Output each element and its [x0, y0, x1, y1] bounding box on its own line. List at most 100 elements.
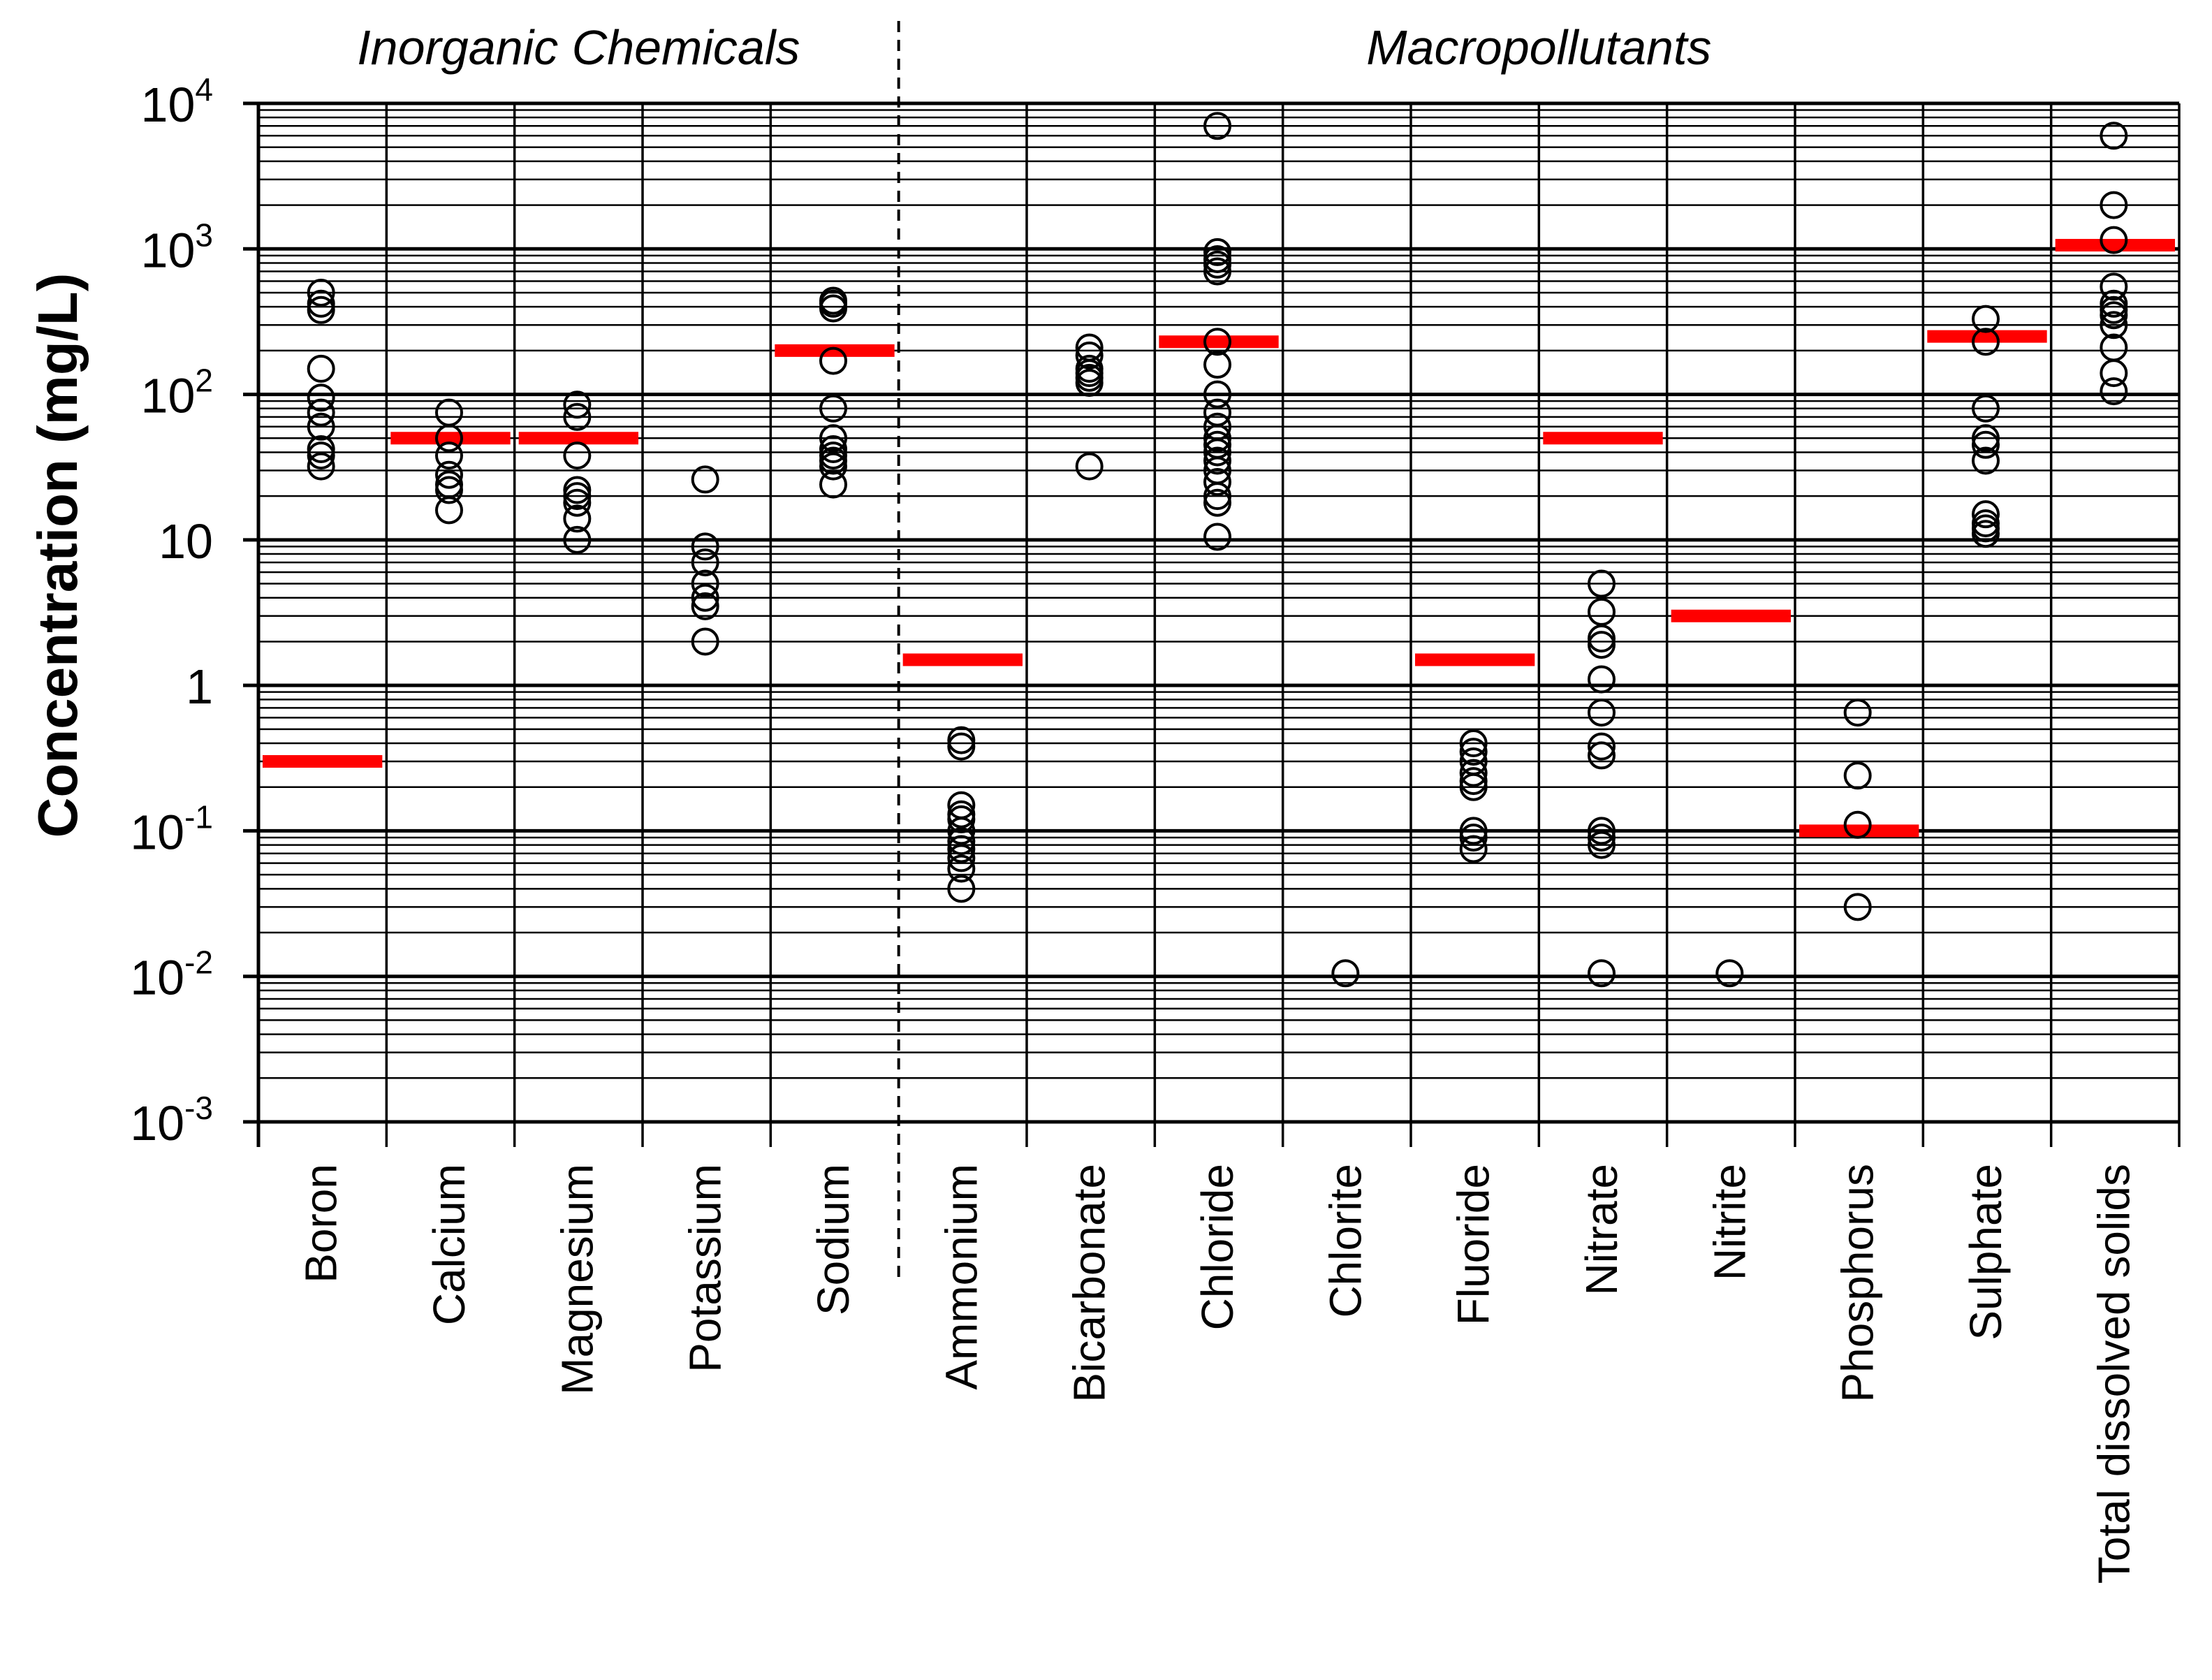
data-point — [691, 465, 719, 494]
group-labels: Inorganic Chemicals Macropollutants — [357, 20, 1711, 75]
data-point — [947, 805, 976, 833]
data-point — [1972, 430, 2000, 459]
data-point — [947, 726, 976, 754]
data-point — [947, 875, 976, 903]
data-point — [1203, 482, 1231, 511]
data-point — [947, 844, 976, 872]
data-points — [307, 112, 2128, 988]
y-axis-label: Concentration (mg/L) — [27, 273, 89, 838]
data-point — [947, 817, 976, 845]
data-point — [1203, 257, 1231, 286]
data-point — [1459, 759, 1488, 787]
data-point — [1203, 424, 1231, 453]
data-point — [1203, 446, 1231, 475]
data-point — [307, 354, 335, 383]
data-point — [1203, 398, 1231, 427]
guideline-bars — [263, 239, 2175, 838]
data-point — [947, 835, 976, 863]
y-tick-label: 10-3 — [130, 1090, 213, 1151]
data-point — [1203, 328, 1231, 356]
data-point — [819, 441, 847, 470]
y-tick-label: 10 — [159, 514, 213, 569]
data-point — [1588, 823, 1616, 852]
data-point — [307, 289, 335, 318]
data-point — [1459, 729, 1488, 758]
data-point — [435, 424, 463, 453]
data-point — [1588, 831, 1616, 859]
data-point — [563, 402, 592, 431]
data-point — [947, 854, 976, 883]
data-point — [1331, 959, 1360, 988]
y-tick-label: 10-2 — [130, 944, 213, 1005]
data-point — [1203, 438, 1231, 467]
data-point — [1203, 467, 1231, 496]
data-point — [2100, 272, 2128, 301]
data-point — [2100, 226, 2128, 254]
data-point — [1459, 738, 1488, 766]
x-tick-label: Nitrate — [1576, 1164, 1627, 1296]
data-point — [1203, 250, 1231, 279]
data-point — [2100, 289, 2128, 318]
data-point — [1972, 446, 2000, 475]
y-tick-labels: 10-3 10-2 10-1 1 10 102 103 104 — [130, 71, 213, 1151]
data-point — [1459, 823, 1488, 852]
y-tick-label: 10-1 — [130, 798, 213, 859]
data-point — [819, 424, 847, 453]
data-point — [2100, 295, 2128, 324]
x-tick-label: Sulphate — [1961, 1164, 2011, 1341]
data-point — [1972, 305, 2000, 333]
data-point — [1075, 341, 1104, 370]
group-label: Macropollutants — [1366, 20, 1711, 75]
data-point — [307, 412, 335, 441]
data-point — [563, 390, 592, 419]
y-tick-label: 104 — [141, 71, 213, 132]
data-point — [435, 496, 463, 525]
data-point — [1588, 665, 1616, 694]
data-point — [1203, 351, 1231, 379]
data-point — [691, 592, 719, 620]
data-point — [563, 488, 592, 517]
x-tick-labels: Boron Calcium Magnesium Potassium Sodium Ammo… — [296, 1164, 2139, 1584]
data-point — [691, 532, 719, 561]
data-point — [2100, 301, 2128, 330]
data-point — [1588, 732, 1616, 761]
x-tick-label: Potassium — [680, 1164, 731, 1373]
data-point — [307, 384, 335, 412]
data-point — [1459, 835, 1488, 863]
data-point — [1588, 569, 1616, 598]
x-tick-label: Bicarbonate — [1064, 1164, 1115, 1403]
data-point — [1588, 631, 1616, 659]
group-label: Inorganic Chemicals — [357, 20, 800, 75]
x-tick-label: Magnesium — [552, 1164, 602, 1395]
data-point — [1459, 773, 1488, 801]
data-point — [2100, 122, 2128, 150]
data-point — [1972, 520, 2000, 548]
x-tick-label: Chlorite — [1320, 1164, 1370, 1318]
data-point — [563, 441, 592, 470]
data-point — [1843, 810, 1872, 839]
data-point — [2100, 191, 2128, 219]
minor-gridlines — [258, 109, 2179, 1079]
data-point — [1459, 817, 1488, 845]
data-point — [819, 470, 847, 499]
y-tick-label: 103 — [141, 217, 213, 277]
data-point — [1588, 817, 1616, 845]
data-point — [1588, 597, 1616, 626]
data-point — [307, 295, 335, 324]
data-point — [819, 346, 847, 375]
data-point — [307, 452, 335, 481]
x-tick-label: Boron — [296, 1164, 346, 1283]
data-point — [947, 827, 976, 856]
data-point — [819, 294, 847, 323]
data-point — [1203, 112, 1231, 140]
data-point — [819, 452, 847, 481]
category-separators — [385, 21, 2181, 1278]
data-point — [1972, 328, 2000, 356]
data-point — [947, 732, 976, 761]
data-point — [691, 627, 719, 656]
data-point — [563, 525, 592, 554]
data-point — [691, 583, 719, 612]
x-tick-label: Ammonium — [936, 1164, 986, 1390]
x-tick-label: Chloride — [1192, 1164, 1243, 1330]
